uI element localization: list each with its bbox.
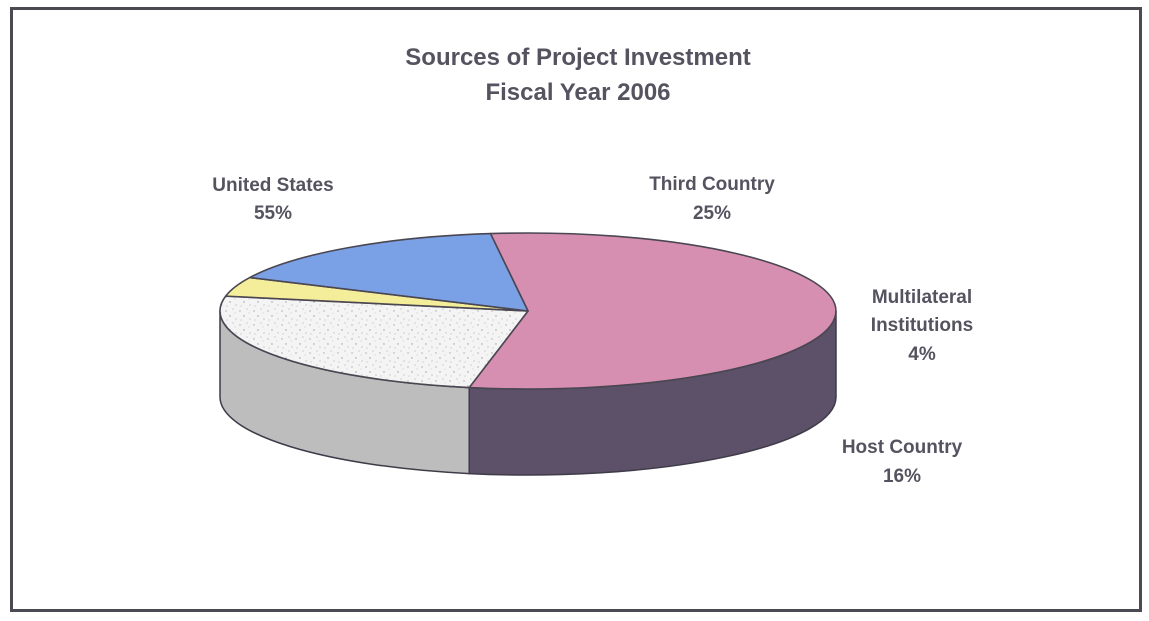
label-multilateral-line1: Multilateral [872, 287, 972, 308]
chart-title: Sources of Project Investment [405, 44, 750, 71]
value-label-multilateral: 4% [908, 344, 936, 365]
chart-subtitle: Fiscal Year 2006 [485, 79, 670, 106]
label-united-states: United States [212, 175, 333, 196]
value-label-host-country: 16% [883, 466, 921, 487]
label-host-country: Host Country [842, 437, 963, 458]
label-multilateral-line2: Institutions [871, 315, 973, 336]
label-third-country: Third Country [649, 174, 775, 195]
value-label-third-country: 25% [693, 203, 731, 224]
pie-tops [220, 233, 836, 389]
value-label-united-states: 55% [254, 203, 292, 224]
